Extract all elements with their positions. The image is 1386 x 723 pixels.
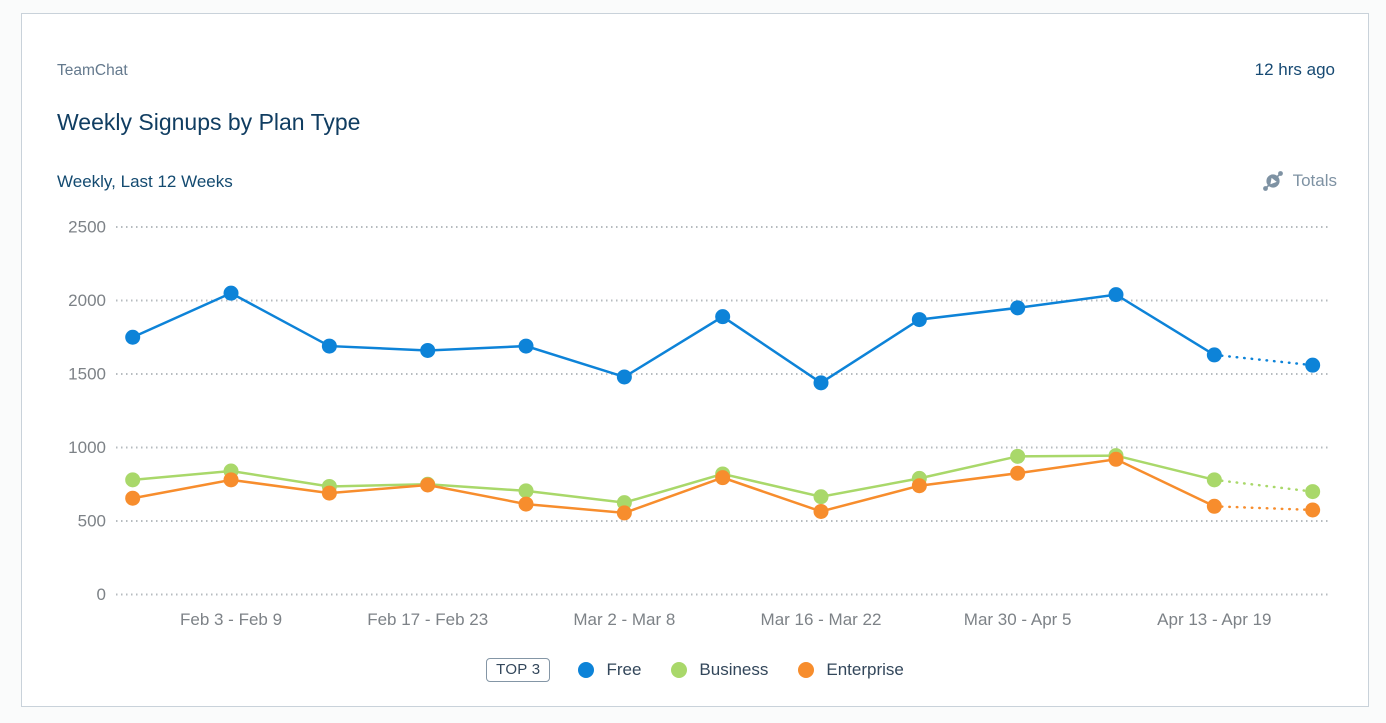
data-point-enterprise[interactable] <box>1305 502 1321 518</box>
data-point-enterprise[interactable] <box>1206 498 1222 514</box>
chart-legend: TOP 3 Free Business Enterprise <box>22 658 1368 682</box>
data-point-free[interactable] <box>518 338 534 354</box>
y-tick-label: 1500 <box>68 365 106 384</box>
data-point-enterprise[interactable] <box>321 485 337 501</box>
data-point-business[interactable] <box>616 495 632 511</box>
widget-title: Weekly Signups by Plan Type <box>57 109 361 135</box>
data-point-business[interactable] <box>1305 484 1321 500</box>
series-line-projected-business <box>1213 478 1314 493</box>
data-point-free[interactable] <box>911 312 927 328</box>
legend-items: Free Business Enterprise <box>578 660 904 680</box>
data-point-business[interactable] <box>813 489 829 505</box>
legend-item-enterprise: Enterprise <box>798 660 904 680</box>
data-point-free[interactable] <box>223 285 239 301</box>
data-point-business[interactable] <box>1010 448 1026 464</box>
x-tick-label: Mar 2 - Mar 8 <box>573 610 675 629</box>
x-tick-label: Feb 3 - Feb 9 <box>180 610 282 629</box>
app-name: TeamChat <box>57 62 128 79</box>
data-point-free[interactable] <box>420 342 436 358</box>
data-point-enterprise[interactable] <box>518 496 534 512</box>
totals-trendline-icon <box>1262 171 1283 191</box>
series-line-enterprise <box>132 457 1215 515</box>
data-point-business[interactable] <box>125 472 141 488</box>
series-line-projected-enterprise <box>1213 505 1314 512</box>
totals-toggle[interactable]: Totals <box>1261 169 1337 193</box>
data-point-enterprise[interactable] <box>715 470 731 486</box>
data-point-free[interactable] <box>813 375 829 391</box>
data-point-free[interactable] <box>125 329 141 345</box>
x-tick-label: Mar 16 - Mar 22 <box>761 610 882 629</box>
legend-item-business: Business <box>671 660 768 680</box>
y-tick-label: 0 <box>97 585 106 604</box>
widget-subtitle: Weekly, Last 12 Weeks <box>57 172 233 191</box>
data-point-free[interactable] <box>321 338 337 354</box>
line-chart: 0 500 1000 1500 2000 2500 Feb 3 - Feb 9 Feb 17 … <box>68 218 1331 629</box>
data-point-enterprise[interactable] <box>420 477 436 493</box>
data-point-enterprise[interactable] <box>125 490 141 506</box>
legend-dot-enterprise <box>798 662 815 678</box>
data-point-free[interactable] <box>1206 347 1222 363</box>
x-tick-label: Feb 17 - Feb 23 <box>367 610 488 629</box>
legend-label: Enterprise <box>826 660 904 679</box>
y-tick-label: 1000 <box>68 438 106 457</box>
legend-top3-badge: TOP 3 <box>486 658 551 682</box>
last-updated: 12 hrs ago <box>1254 60 1335 79</box>
data-point-free[interactable] <box>616 369 632 385</box>
legend-label: Business <box>699 660 769 679</box>
data-point-enterprise[interactable] <box>223 472 239 488</box>
data-point-free[interactable] <box>715 309 731 325</box>
x-tick-label: Apr 13 - Apr 19 <box>1157 610 1271 629</box>
totals-label: Totals <box>1292 171 1337 190</box>
data-point-free[interactable] <box>1010 300 1026 316</box>
y-tick-label: 2500 <box>68 218 106 237</box>
legend-dot-free <box>578 662 595 678</box>
y-tick-label: 500 <box>78 512 106 531</box>
series-line-projected-free <box>1213 353 1314 367</box>
data-point-enterprise[interactable] <box>1108 451 1124 467</box>
data-point-free[interactable] <box>1108 287 1124 303</box>
data-point-enterprise[interactable] <box>616 505 632 521</box>
y-tick-label: 2000 <box>68 291 106 310</box>
legend-item-free: Free <box>578 660 641 680</box>
series-line-business <box>132 454 1215 504</box>
data-point-business[interactable] <box>518 483 534 499</box>
legend-label: Free <box>606 660 642 679</box>
data-point-enterprise[interactable] <box>911 478 927 494</box>
dashboard-widget-card: TeamChat 12 hrs ago Weekly Signups by Pl… <box>21 13 1369 707</box>
data-point-business[interactable] <box>1206 472 1222 488</box>
data-point-free[interactable] <box>1305 357 1321 373</box>
legend-dot-business <box>671 662 688 678</box>
data-point-enterprise[interactable] <box>1010 465 1026 481</box>
data-point-enterprise[interactable] <box>813 503 829 519</box>
series-line-free <box>132 291 1215 385</box>
x-tick-label: Mar 30 - Apr 5 <box>964 610 1072 629</box>
